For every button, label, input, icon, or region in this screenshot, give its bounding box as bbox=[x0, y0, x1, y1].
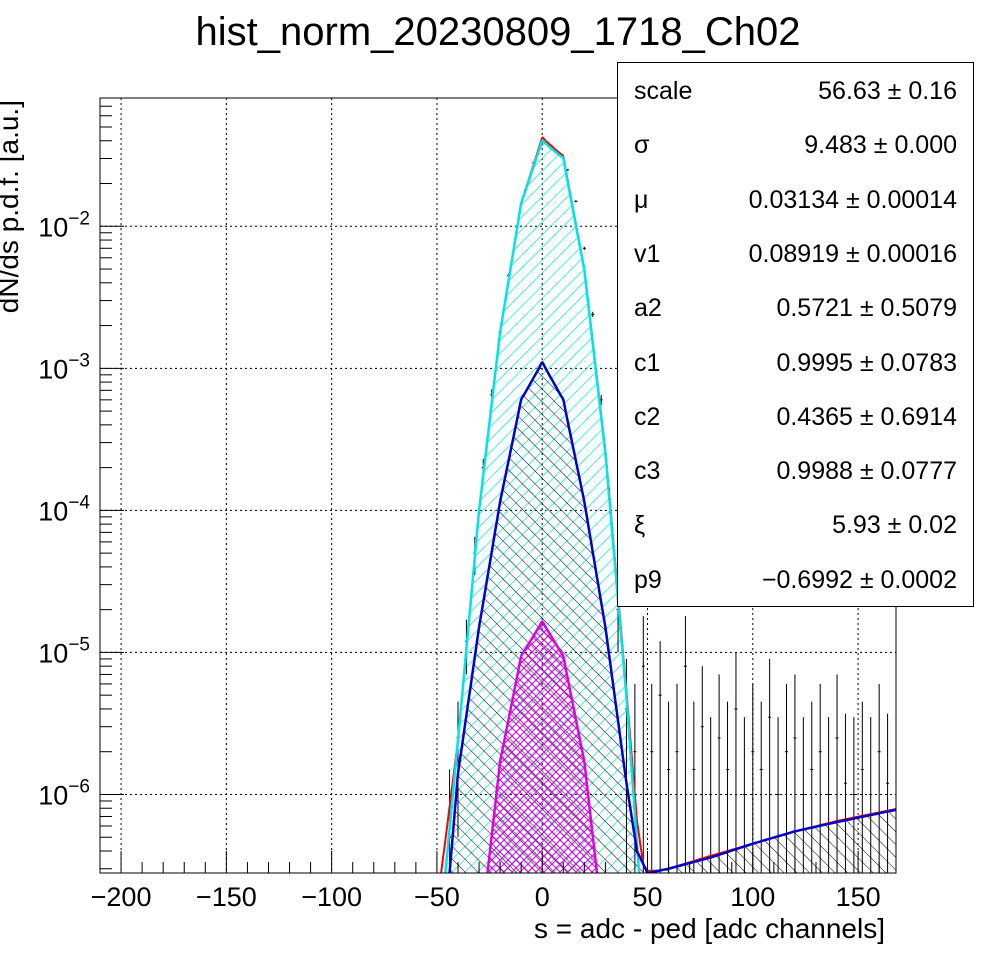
fit-curves bbox=[440, 136, 896, 873]
x-tick-label: −50 bbox=[414, 882, 460, 912]
stat-row: ξ 5.93 ± 0.02 bbox=[618, 497, 973, 551]
stat-value: −0.6992 ± 0.0002 bbox=[761, 565, 957, 594]
x-axis-title: s = adc - ped [adc channels] bbox=[534, 913, 885, 944]
stat-value: 0.4365 ± 0.6914 bbox=[776, 402, 957, 431]
stat-name: c1 bbox=[634, 348, 661, 377]
stat-row: scale 56.63 ± 0.16 bbox=[618, 63, 973, 117]
stat-value: 0.9988 ± 0.0777 bbox=[776, 457, 957, 486]
stat-name: c2 bbox=[634, 402, 661, 431]
x-tick-label: 50 bbox=[632, 882, 662, 912]
stat-value: 56.63 ± 0.16 bbox=[818, 77, 957, 105]
fit-curve-2 bbox=[448, 361, 896, 873]
y-tick-label: 10−6 bbox=[38, 776, 90, 810]
fit-curve-3 bbox=[486, 620, 599, 873]
stat-name: μ bbox=[634, 185, 649, 214]
fit-curve-1 bbox=[444, 139, 641, 873]
x-tick-label: −150 bbox=[196, 882, 257, 912]
stat-value: 0.08919 ± 0.00016 bbox=[748, 239, 957, 268]
stat-row: μ 0.03134 ± 0.00014 bbox=[618, 172, 973, 226]
component-fill-3 bbox=[487, 621, 597, 873]
y-tick-label: 10−5 bbox=[38, 634, 90, 668]
stat-row: c1 0.9995 ± 0.0783 bbox=[618, 335, 973, 389]
stat-value: 0.9995 ± 0.0783 bbox=[776, 348, 957, 377]
x-tick-label: −100 bbox=[301, 882, 362, 912]
stat-value: 0.5721 ± 0.5079 bbox=[776, 294, 957, 323]
stat-value: 5.93 ± 0.02 bbox=[832, 511, 957, 540]
stat-name: σ bbox=[634, 131, 650, 160]
stat-value: 9.483 ± 0.000 bbox=[804, 131, 957, 160]
stat-row: a2 0.5721 ± 0.5079 bbox=[618, 280, 973, 334]
y-tick-label: 10−4 bbox=[38, 492, 90, 526]
stat-row: σ 9.483 ± 0.000 bbox=[618, 117, 973, 171]
stat-name: scale bbox=[634, 77, 693, 105]
stat-row: p9 −0.6992 ± 0.0002 bbox=[618, 552, 973, 606]
x-tick-label: 100 bbox=[730, 882, 775, 912]
stat-row: v1 0.08919 ± 0.00016 bbox=[618, 226, 973, 280]
stat-value: 0.03134 ± 0.00014 bbox=[748, 185, 957, 214]
axis-labels: −200 −150 −100 −50 0 50 100 150 10−6 10−5 10−4 10−3… bbox=[0, 100, 885, 944]
stat-name: ξ bbox=[634, 511, 646, 540]
stat-name: p9 bbox=[634, 565, 662, 594]
stat-name: v1 bbox=[634, 239, 661, 268]
x-tick-label: 150 bbox=[836, 882, 881, 912]
chart-title: hist_norm_20230809_1718_Ch02 bbox=[195, 10, 801, 54]
x-tick-label: −200 bbox=[91, 882, 152, 912]
fit-stats-box: scale 56.63 ± 0.16 σ 9.483 ± 0.000 μ 0.03134 … bbox=[617, 62, 974, 607]
y-axis-title: dN/ds p.d.f. [a.u.] bbox=[0, 100, 24, 313]
component-fills bbox=[445, 140, 896, 873]
stat-name: a2 bbox=[634, 294, 662, 323]
x-tick-label: 0 bbox=[535, 882, 550, 912]
y-tick-label: 10−2 bbox=[38, 208, 90, 242]
y-tick-label: 10−3 bbox=[38, 350, 90, 384]
stat-name: c3 bbox=[634, 457, 661, 486]
stat-row: c2 0.4365 ± 0.6914 bbox=[618, 389, 973, 443]
stat-row: c3 0.9988 ± 0.0777 bbox=[618, 443, 973, 497]
